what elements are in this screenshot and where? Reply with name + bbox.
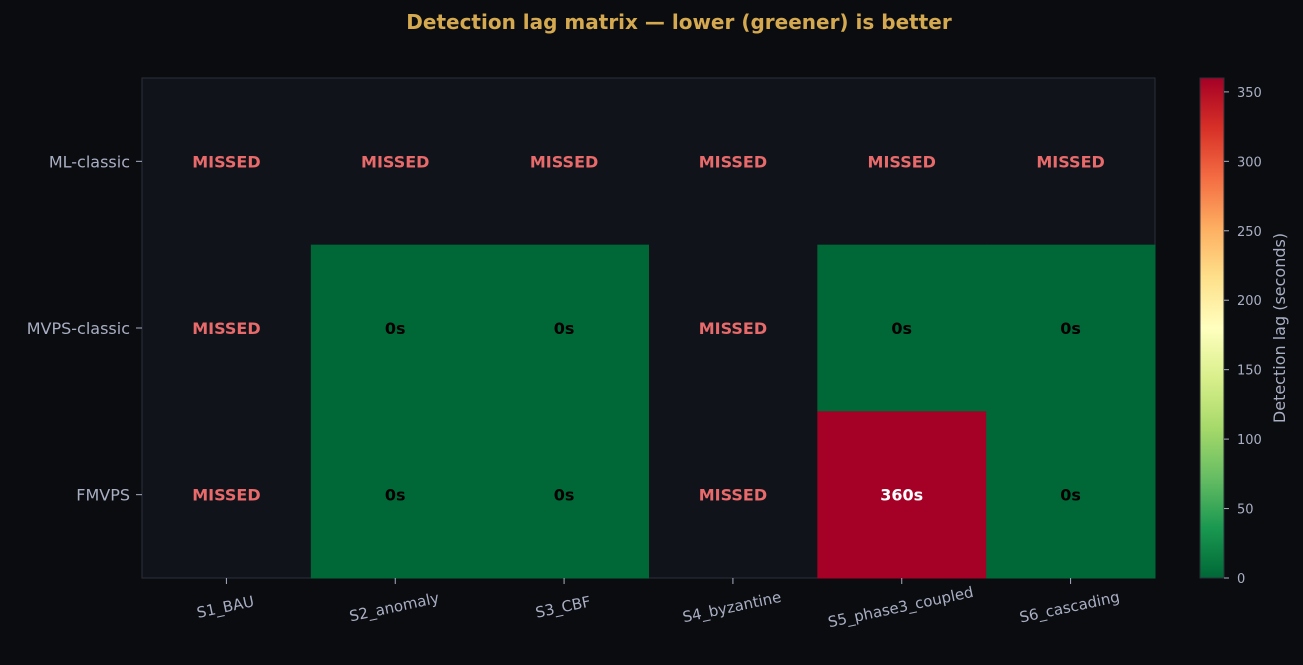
heatmap-cell — [310, 244, 481, 412]
heatmap-cell — [479, 244, 649, 412]
heatmap-cell — [817, 411, 987, 579]
heatmap-cells — [310, 244, 1156, 579]
heatmap-cell-label-missed: MISSED — [361, 152, 429, 171]
heatmap-cell — [310, 411, 481, 579]
colorbar-label: Detection lag (seconds) — [1270, 233, 1289, 423]
heatmap-cell-label: 0s — [554, 486, 575, 505]
colorbar-tick-label: 350 — [1237, 86, 1262, 101]
x-axis-ticks: S1_BAU S2_anomaly S3_CBF S4_byzantine S5_pha… — [195, 578, 1122, 632]
heatmap-cell-label-missed: MISSED — [699, 486, 767, 505]
x-tick-label: S5_phase3_coupled — [826, 583, 975, 632]
colorbar-tick-label: 0 — [1237, 572, 1245, 587]
heatmap-cell-label-missed: MISSED — [192, 486, 260, 505]
x-tick-label: S3_CBF — [534, 592, 593, 622]
heatmap-cell-label: 0s — [385, 319, 406, 338]
heatmap-cell-label-missed: MISSED — [192, 152, 260, 171]
y-tick-label: ML-classic — [49, 152, 130, 171]
heatmap-cell — [986, 411, 1156, 579]
heatmap-cell-label-missed: MISSED — [1036, 152, 1104, 171]
heatmap-cell-label: 360s — [880, 486, 923, 505]
heatmap-cell — [479, 411, 649, 579]
x-tick-label: S4_byzantine — [681, 588, 783, 627]
heatmap-cell — [817, 244, 987, 412]
y-tick-label: FMVPS — [76, 486, 130, 505]
colorbar — [1199, 77, 1225, 579]
heatmap-cell-label-missed: MISSED — [192, 319, 260, 338]
heatmap-cell-label: 0s — [1060, 319, 1081, 338]
x-tick-label: S6_cascading — [1018, 588, 1122, 628]
heatmap-cell-labels: MISSED MISSED MISSED MISSED MISSED MISSED MISS… — [192, 152, 1105, 504]
heatmap-cell-label: 0s — [891, 319, 912, 338]
colorbar-ticks: 0 50 100 150 200 250 300 350 — [1224, 86, 1262, 587]
heatmap-cell-label: 0s — [385, 486, 406, 505]
heatmap-cell-label-missed: MISSED — [868, 152, 936, 171]
heatmap-cell-label-missed: MISSED — [699, 319, 767, 338]
x-tick-label: S2_anomaly — [348, 589, 441, 627]
heatmap-cell-label-missed: MISSED — [530, 152, 598, 171]
colorbar-tick-label: 50 — [1237, 503, 1254, 518]
heatmap-cell-label: 0s — [1060, 486, 1081, 505]
y-axis-ticks: ML-classic MVPS-classic FMVPS — [27, 152, 142, 505]
x-tick-label: S1_BAU — [195, 592, 256, 623]
colorbar-tick-label: 250 — [1237, 225, 1262, 240]
chart-title: Detection lag matrix — lower (greener) i… — [406, 10, 952, 34]
colorbar-tick-label: 100 — [1237, 433, 1262, 448]
heatmap-cell-label-missed: MISSED — [699, 152, 767, 171]
y-tick-label: MVPS-classic — [27, 319, 130, 338]
heatmap-cell — [986, 244, 1156, 412]
colorbar-tick-label: 200 — [1237, 294, 1262, 309]
heatmap-cell-label: 0s — [554, 319, 575, 338]
colorbar-tick-label: 300 — [1237, 155, 1262, 170]
colorbar-tick-label: 150 — [1237, 364, 1262, 379]
